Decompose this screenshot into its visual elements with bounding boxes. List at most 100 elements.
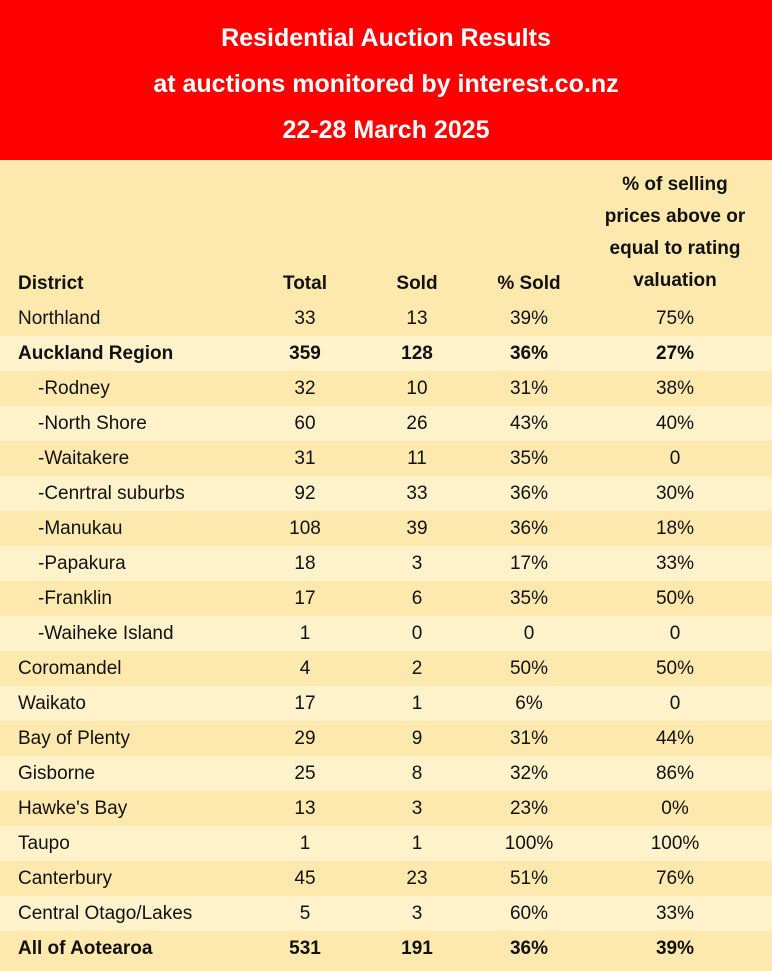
pct-sold-cell: 36% xyxy=(509,483,549,504)
sold-cell: 10 xyxy=(406,378,428,399)
sold-cell: 8 xyxy=(411,763,423,784)
district-cell: -Waiheke Island xyxy=(38,623,174,644)
rating-valuation-cell: 39% xyxy=(655,938,695,959)
district-cell: All of Aotearoa xyxy=(18,938,153,959)
district-cell: Central Otago/Lakes xyxy=(18,903,193,924)
rating-valuation-cell: 0 xyxy=(669,448,681,469)
total-cell: 13 xyxy=(294,798,316,819)
district-cell: -North Shore xyxy=(38,413,147,434)
table-row: Gisborne 25 8 32% 86% xyxy=(0,756,772,791)
rating-valuation-cell: 18% xyxy=(655,518,695,539)
sold-cell: 0 xyxy=(411,623,423,644)
table-row: -North Shore 60 26 43% 40% xyxy=(0,406,772,441)
table-header: District Total Sold % Sold % of selling … xyxy=(0,160,772,301)
pct-sold-cell: 50% xyxy=(509,658,549,679)
total-cell: 5 xyxy=(299,903,311,924)
table-row: Coromandel 4 2 50% 50% xyxy=(0,651,772,686)
total-cell: 60 xyxy=(294,413,316,434)
total-cell: 4 xyxy=(299,658,311,679)
district-cell: -Waitakere xyxy=(38,448,130,469)
sold-cell: 191 xyxy=(401,938,433,959)
district-cell: -Franklin xyxy=(38,588,112,609)
pct-sold-cell: 31% xyxy=(509,378,549,399)
rating-valuation-cell: 44% xyxy=(655,728,695,749)
header-sold: Sold xyxy=(396,273,438,294)
district-cell: Auckland Region xyxy=(18,343,174,364)
table-row: -Manukau 108 39 36% 18% xyxy=(0,511,772,546)
district-cell: Coromandel xyxy=(18,658,122,679)
pct-sold-cell: 35% xyxy=(509,588,549,609)
district-cell: -Cenrtral suburbs xyxy=(38,483,185,504)
table-row: -Waitakere 31 11 35% 0 xyxy=(0,441,772,476)
rating-valuation-cell: 0 xyxy=(669,623,681,644)
table-body: Northland 33 13 39% 75% Auckland Region 359 128… xyxy=(0,301,772,966)
table-row: Canterbury 45 23 51% 76% xyxy=(0,861,772,896)
rating-valuation-cell: 76% xyxy=(655,868,695,889)
table-row: Taupo 1 1 100% 100% xyxy=(0,826,772,861)
total-cell: 18 xyxy=(294,553,316,574)
rating-valuation-cell: 30% xyxy=(655,483,695,504)
total-cell: 25 xyxy=(294,763,316,784)
total-cell: 1 xyxy=(299,623,311,644)
sold-cell: 3 xyxy=(411,903,423,924)
header-rating-line-1: % of selling xyxy=(622,174,728,195)
pct-sold-cell: 36% xyxy=(509,518,549,539)
sold-cell: 3 xyxy=(411,798,423,819)
total-cell: 108 xyxy=(289,518,321,539)
rating-valuation-cell: 86% xyxy=(655,763,695,784)
rating-valuation-cell: 33% xyxy=(655,903,695,924)
pct-sold-cell: 36% xyxy=(509,938,549,959)
table-row: Northland 33 13 39% 75% xyxy=(0,301,772,336)
total-cell: 45 xyxy=(294,868,316,889)
rating-valuation-cell: 33% xyxy=(655,553,695,574)
pct-sold-cell: 39% xyxy=(509,308,549,329)
district-cell: Gisborne xyxy=(18,763,96,784)
header-rating-line-2: prices above or xyxy=(604,206,746,227)
district-cell: -Rodney xyxy=(38,378,110,399)
sold-cell: 23 xyxy=(406,868,428,889)
header-rating-line-3: equal to rating xyxy=(609,238,741,259)
sold-cell: 9 xyxy=(411,728,423,749)
table-row: -Rodney 32 10 31% 38% xyxy=(0,371,772,406)
district-cell: -Papakura xyxy=(38,553,126,574)
header-total: Total xyxy=(283,273,327,294)
rating-valuation-cell: 38% xyxy=(655,378,695,399)
rating-valuation-cell: 0% xyxy=(661,798,689,819)
pct-sold-cell: 60% xyxy=(509,903,549,924)
header-district: District xyxy=(18,273,84,294)
pct-sold-cell: 31% xyxy=(509,728,549,749)
pct-sold-cell: 43% xyxy=(509,413,549,434)
sold-cell: 33 xyxy=(406,483,428,504)
district-cell: Hawke's Bay xyxy=(18,798,128,819)
table-row: Auckland Region 359 128 36% 27% xyxy=(0,336,772,371)
pct-sold-cell: 6% xyxy=(515,693,543,714)
total-cell: 31 xyxy=(294,448,316,469)
pct-sold-cell: 51% xyxy=(509,868,549,889)
district-cell: Bay of Plenty xyxy=(18,728,130,749)
sold-cell: 39 xyxy=(406,518,428,539)
pct-sold-cell: 17% xyxy=(509,553,549,574)
total-cell: 32 xyxy=(294,378,316,399)
table-row: -Waiheke Island 1 0 0 0 xyxy=(0,616,772,651)
rating-valuation-cell: 40% xyxy=(655,413,695,434)
title-line-2: at auctions monitored by interest.co.nz xyxy=(153,70,619,98)
rating-valuation-cell: 100% xyxy=(650,833,700,854)
rating-valuation-cell: 50% xyxy=(655,658,695,679)
title-date: 22-28 March 2025 xyxy=(282,116,490,144)
table-row: Hawke's Bay 13 3 23% 0% xyxy=(0,791,772,826)
pct-sold-cell: 0 xyxy=(523,623,535,644)
total-cell: 92 xyxy=(294,483,316,504)
sold-cell: 11 xyxy=(407,448,427,469)
sold-cell: 26 xyxy=(406,413,428,434)
total-cell: 29 xyxy=(294,728,316,749)
table-row: -Papakura 18 3 17% 33% xyxy=(0,546,772,581)
total-cell: 531 xyxy=(289,938,321,959)
table-row: -Cenrtral suburbs 92 33 36% 30% xyxy=(0,476,772,511)
table-row: -Franklin 17 6 35% 50% xyxy=(0,581,772,616)
header-rating-valuation: % of selling prices above or equal to ra… xyxy=(578,169,772,297)
sold-cell: 1 xyxy=(411,693,423,714)
pct-sold-cell: 36% xyxy=(509,343,549,364)
district-cell: Taupo xyxy=(18,833,70,854)
pct-sold-cell: 35% xyxy=(509,448,549,469)
sold-cell: 3 xyxy=(411,553,423,574)
